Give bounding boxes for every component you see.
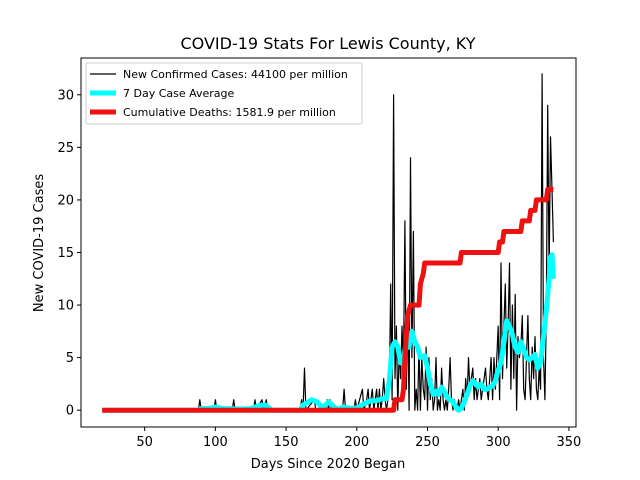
y-tick-label: 10 [57, 299, 74, 314]
legend-label-cumulative-deaths: Cumulative Deaths: 1581.9 per million [123, 106, 336, 119]
plot-area [80, 57, 577, 428]
x-axis-ticks: 50 100 150 200 250 300 350 [136, 427, 581, 450]
legend-label-new-cases: New Confirmed Cases: 44100 per million [123, 68, 348, 81]
y-tick-label: 15 [57, 246, 74, 261]
y-axis-ticks: 0 5 10 15 20 25 30 [57, 88, 81, 419]
y-tick-label: 20 [57, 193, 74, 208]
y-tick-label: 5 [66, 351, 74, 366]
y-tick-label: 0 [66, 404, 74, 419]
legend-label-7day-average: 7 Day Case Average [123, 87, 235, 100]
chart-title: COVID-19 Stats For Lewis County, KY [181, 34, 476, 53]
x-tick-label: 150 [274, 435, 299, 450]
x-tick-label: 350 [557, 435, 582, 450]
x-tick-label: 300 [486, 435, 511, 450]
x-tick-label: 200 [344, 435, 369, 450]
legend-box [85, 62, 363, 125]
series-layer [102, 73, 556, 413]
x-tick-label: 100 [203, 435, 228, 450]
y-tick-label: 25 [57, 141, 74, 156]
axes-frame [80, 57, 577, 428]
x-tick-label: 250 [415, 435, 440, 450]
x-tick-label: 50 [136, 435, 153, 450]
y-tick-label: 30 [57, 88, 74, 103]
y-axis-label: New COVID-19 Cases [32, 174, 47, 312]
x-axis-label: Days Since 2020 Began [251, 457, 406, 472]
series-cumulative-deaths-line [102, 186, 554, 413]
legend: New Confirmed Cases: 44100 per million 7… [85, 62, 363, 125]
series-7day-average-line [102, 252, 556, 413]
